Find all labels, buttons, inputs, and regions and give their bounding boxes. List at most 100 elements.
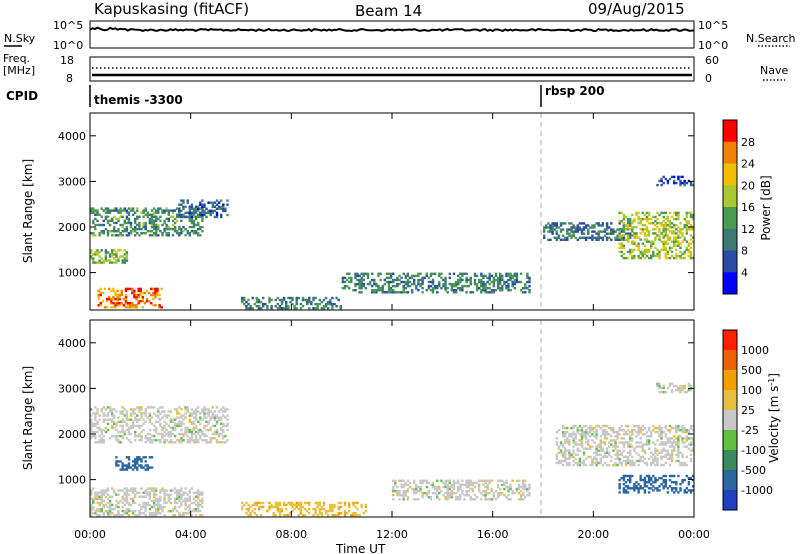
echo-cell xyxy=(134,412,137,415)
echo-cell xyxy=(194,514,198,517)
echo-cell xyxy=(217,434,221,438)
x-tick-label: 12:00 xyxy=(376,528,408,541)
colorbar-swatch xyxy=(723,163,737,186)
colorbar-tick-label: -500 xyxy=(741,464,766,477)
colorbar-swatch xyxy=(723,185,737,208)
echo-cell xyxy=(186,439,189,442)
echo-cell xyxy=(417,498,420,501)
echo-cell xyxy=(679,489,682,492)
echo-cell xyxy=(124,306,128,309)
echo-cell xyxy=(106,414,110,417)
echo-cell xyxy=(159,495,162,498)
echo-cell xyxy=(133,291,136,295)
echo-cell xyxy=(224,441,227,444)
echo-cell xyxy=(675,453,678,456)
echo-cell xyxy=(348,280,351,284)
echo-cell xyxy=(173,497,177,500)
velocity-ylabel: Slant Range [km] xyxy=(21,366,35,470)
echo-cell xyxy=(141,295,144,299)
echo-cell xyxy=(173,225,177,229)
echo-cell xyxy=(123,420,126,423)
echo-cell xyxy=(115,493,118,496)
echo-cell xyxy=(117,234,120,237)
velocity-label-main: Velocity [m s xyxy=(767,386,781,463)
echo-cell xyxy=(140,434,143,438)
echo-cell xyxy=(398,491,401,495)
echo-cell xyxy=(591,238,594,241)
echo-cell xyxy=(127,439,131,442)
echo-cell xyxy=(140,424,143,428)
echo-cell xyxy=(681,232,684,235)
echo-cell xyxy=(165,209,168,212)
echo-cell xyxy=(624,485,628,488)
echo-cell xyxy=(438,282,441,286)
echo-cell xyxy=(102,491,105,494)
echo-cell xyxy=(480,274,483,278)
echo-cell xyxy=(127,503,131,507)
echo-cell xyxy=(148,437,152,440)
echo-cell xyxy=(582,431,586,434)
echo-cell xyxy=(163,426,166,430)
echo-cell xyxy=(633,447,636,450)
echo-cell xyxy=(635,459,638,463)
echo-cell xyxy=(123,468,126,471)
echo-cell xyxy=(484,287,487,290)
echo-cell xyxy=(555,232,558,235)
echo-cell xyxy=(171,227,175,231)
echo-cell xyxy=(475,282,479,286)
echo-cell xyxy=(595,453,598,456)
echo-cell xyxy=(503,280,506,284)
echo-cell xyxy=(547,226,550,229)
freq-frame xyxy=(89,56,695,82)
echo-cell xyxy=(677,236,680,239)
echo-cell xyxy=(639,256,642,260)
echo-cell xyxy=(186,497,189,500)
x-tick-label: 08:00 xyxy=(275,528,307,541)
echo-cell xyxy=(413,491,416,495)
echo-cell xyxy=(658,213,661,217)
echo-cell xyxy=(652,228,655,231)
echo-cell xyxy=(396,276,399,280)
echo-cell xyxy=(433,485,437,489)
echo-cell xyxy=(673,487,676,490)
echo-cell xyxy=(350,278,353,282)
echo-cell xyxy=(612,449,615,452)
echo-cell xyxy=(654,455,657,459)
echo-cell xyxy=(270,298,273,302)
echo-cell xyxy=(102,219,105,223)
echo-cell xyxy=(92,207,95,210)
echo-cell xyxy=(113,225,116,229)
echo-cell xyxy=(194,509,198,513)
echo-cell xyxy=(280,307,284,310)
echo-cell xyxy=(436,479,439,482)
echo-cell xyxy=(184,406,187,409)
echo-cell xyxy=(675,431,678,434)
echo-cell xyxy=(121,255,124,258)
echo-cell xyxy=(555,441,558,444)
echo-cell xyxy=(100,257,103,260)
echo-cell xyxy=(645,481,649,484)
echo-cell xyxy=(159,412,162,415)
echo-cell xyxy=(511,489,514,493)
echo-cell xyxy=(257,305,261,308)
time-x-axis: 00:00 04:00 08:00 12:00 16:00 20:00 00:00 xyxy=(74,113,710,541)
echo-cell xyxy=(647,256,651,260)
echo-cell xyxy=(350,276,353,280)
echo-cell xyxy=(587,224,590,227)
echo-cell xyxy=(213,424,217,428)
echo-cell xyxy=(190,439,194,442)
echo-cell xyxy=(387,280,391,284)
echo-cell xyxy=(259,505,263,509)
echo-cell xyxy=(241,501,244,505)
echo-cell xyxy=(113,253,116,256)
echo-cell xyxy=(134,219,137,223)
echo-cell xyxy=(134,227,137,231)
echo-cell xyxy=(154,289,157,293)
echo-cell xyxy=(220,428,223,432)
echo-cell xyxy=(125,512,129,515)
echo-cell xyxy=(138,503,141,507)
echo-cell xyxy=(666,238,670,241)
echo-cell xyxy=(679,390,682,394)
echo-cell xyxy=(660,476,663,480)
echo-cell xyxy=(201,230,204,233)
